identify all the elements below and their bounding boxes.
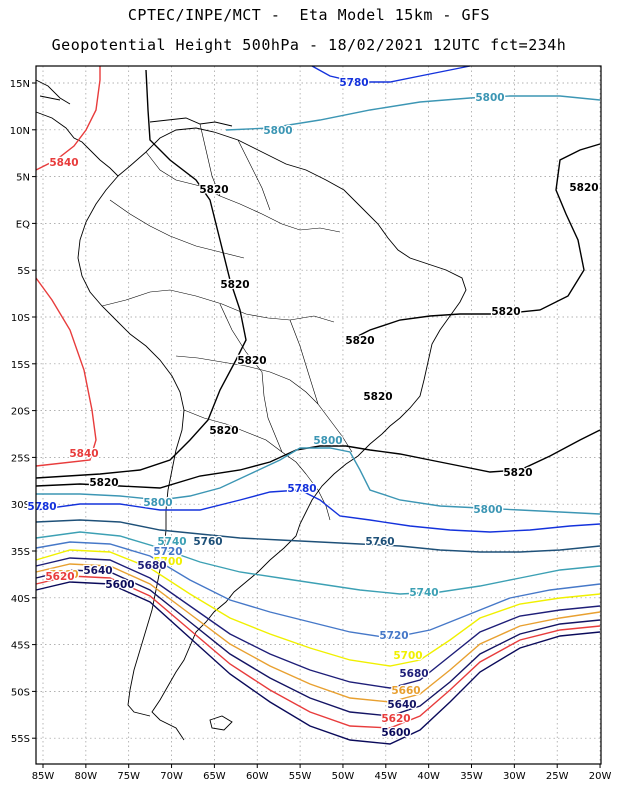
contour-5780-top <box>311 65 471 83</box>
lat-tick-label: 30S <box>11 500 30 511</box>
contour-label-5600: 5600 <box>381 727 410 739</box>
contour-label-5800: 5800 <box>313 435 342 447</box>
contour-label-5820: 5820 <box>503 467 532 479</box>
latitude-ticks: 15N 10N 5N EQ 5S 10S 15S 20S 25S 30S 35S 40S 45S 50S 5… <box>10 79 36 745</box>
contour-5840-west <box>35 277 97 467</box>
contour-5800-south <box>36 447 601 515</box>
contour-5840-north <box>35 66 101 171</box>
lon-tick-label: 75W <box>117 771 140 782</box>
contour-labels: 5780 5800 5800 5840 5820 5820 5820 5820 5820 5820… <box>26 76 600 741</box>
contour-label-5700: 5700 <box>153 556 182 568</box>
lat-tick-label: 20S <box>11 407 30 418</box>
longitude-ticks: 85W 80W 75W 70W 65W 60W 55W 50W 45W 40W 35W 30W 25W 2… <box>32 764 612 782</box>
contour-label-5620: 5620 <box>381 713 410 725</box>
map-gridlines <box>36 66 601 764</box>
contour-label-5620: 5620 <box>45 571 74 583</box>
contour-label-5780: 5780 <box>287 483 316 495</box>
contour-label-5660: 5660 <box>391 685 420 697</box>
contour-5800-top <box>225 95 601 131</box>
contour-label-5800: 5800 <box>475 92 504 104</box>
country-borders <box>101 123 353 521</box>
contour-label-5780: 5780 <box>27 501 56 513</box>
contour-label-5820: 5820 <box>199 184 228 196</box>
contour-label-5820: 5820 <box>209 425 238 437</box>
contour-label-5680: 5680 <box>137 560 166 572</box>
contour-label-5740: 5740 <box>157 536 186 548</box>
contour-label-5700: 5700 <box>393 650 422 662</box>
contour-5700 <box>35 549 601 667</box>
contour-label-5820: 5820 <box>491 306 520 318</box>
map-frame <box>35 65 602 765</box>
contour-label-5780: 5780 <box>339 77 368 89</box>
map-title: CPTEC/INPE/MCT - Eta Model 15km - GFS <box>127 6 491 24</box>
lat-tick-label: 50S <box>11 687 30 698</box>
lat-tick-label: 45S <box>11 641 30 652</box>
contour-label-5820: 5820 <box>569 182 598 194</box>
contour-label-5660: 5660 <box>49 569 78 581</box>
lon-tick-label: 40W <box>417 771 440 782</box>
contour-5640 <box>35 569 601 717</box>
contour-label-5760: 5760 <box>365 536 394 548</box>
contour-label-5600: 5600 <box>105 579 134 591</box>
contour-label-5840: 5840 <box>49 157 78 169</box>
lat-tick-label: 5N <box>16 173 30 184</box>
contour-label-5820: 5820 <box>345 335 374 347</box>
contour-label-5680: 5680 <box>399 668 428 680</box>
lon-tick-label: 20W <box>589 771 612 782</box>
contour-5720 <box>35 541 601 639</box>
contour-label-5720: 5720 <box>153 546 182 558</box>
contour-5660 <box>35 563 601 703</box>
contour-label-5820: 5820 <box>89 477 118 489</box>
contour-label-5820: 5820 <box>363 391 392 403</box>
lon-tick-label: 65W <box>203 771 226 782</box>
lon-tick-label: 85W <box>32 771 55 782</box>
contour-label-5800: 5800 <box>143 497 172 509</box>
lon-tick-label: 25W <box>546 771 569 782</box>
lat-tick-label: 35S <box>11 547 30 558</box>
contour-label-5800: 5800 <box>263 125 292 137</box>
lat-tick-label: 10S <box>11 313 30 324</box>
contour-lines <box>35 65 601 745</box>
contour-5620 <box>35 575 601 729</box>
contour-5820-main <box>35 69 247 479</box>
lon-tick-label: 45W <box>374 771 397 782</box>
lon-tick-label: 50W <box>332 771 355 782</box>
contour-label-5820: 5820 <box>237 355 266 367</box>
lat-tick-label: EQ <box>16 219 30 230</box>
contour-label-5640: 5640 <box>387 699 416 711</box>
contour-5740 <box>35 531 601 595</box>
contour-label-5740: 5740 <box>409 587 438 599</box>
contour-label-5820: 5820 <box>220 279 249 291</box>
lat-tick-label: 15N <box>10 79 30 90</box>
lat-tick-label: 15S <box>11 360 30 371</box>
lat-tick-label: 25S <box>11 453 30 464</box>
contour-5820-east <box>35 429 601 489</box>
contour-label-5760: 5760 <box>193 536 222 548</box>
contour-label-5840: 5840 <box>69 448 98 460</box>
lat-tick-label: 5S <box>17 266 30 277</box>
lat-tick-label: 10N <box>10 126 30 137</box>
contour-label-5800: 5800 <box>473 504 502 516</box>
contour-5820-ne <box>349 143 601 341</box>
lon-tick-label: 35W <box>460 771 483 782</box>
contour-5600 <box>35 581 601 745</box>
contour-label-5720: 5720 <box>379 630 408 642</box>
lat-tick-label: 55S <box>11 734 30 745</box>
contour-5760 <box>35 519 601 553</box>
lon-tick-label: 70W <box>160 771 183 782</box>
contour-5780-south <box>35 489 601 533</box>
contour-5680 <box>35 557 601 689</box>
lon-tick-label: 55W <box>289 771 312 782</box>
map-subtitle: Geopotential Height 500hPa - 18/02/2021 … <box>51 36 567 54</box>
lon-tick-label: 30W <box>503 771 526 782</box>
lon-tick-label: 60W <box>246 771 269 782</box>
lon-tick-label: 80W <box>75 771 98 782</box>
coastlines <box>35 79 467 741</box>
contour-label-5640: 5640 <box>83 565 112 577</box>
lat-tick-label: 40S <box>11 594 30 605</box>
